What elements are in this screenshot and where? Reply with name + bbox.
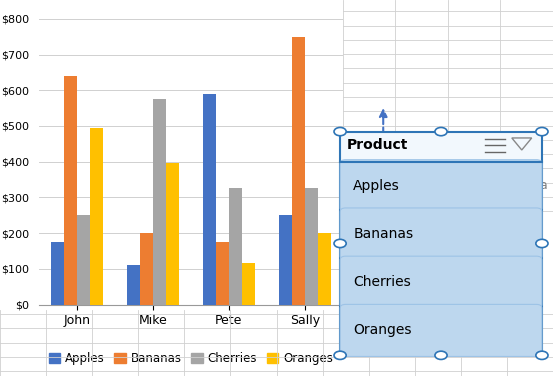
Bar	[153, 99, 166, 305]
Bar	[140, 233, 153, 305]
Legend: Apples, Bananas, Cherries, Oranges: Apples, Bananas, Cherries, Oranges	[44, 347, 338, 370]
Bar	[305, 188, 318, 305]
Bar	[229, 188, 242, 305]
Bar	[203, 94, 216, 305]
Text: Bananas: Bananas	[353, 227, 414, 241]
Text: Apples: Apples	[353, 179, 400, 193]
Bar	[77, 215, 90, 305]
Text: ✛: ✛	[435, 138, 447, 153]
Bar	[216, 242, 229, 305]
Bar	[242, 264, 255, 305]
Bar	[51, 242, 64, 305]
Bar	[64, 76, 77, 305]
Text: Product: Product	[347, 138, 408, 153]
Text: Oranges: Oranges	[353, 323, 412, 337]
Bar	[318, 233, 331, 305]
Bar	[127, 265, 140, 305]
Text: Drag Slicer box
to the chart area: Drag Slicer box to the chart area	[442, 160, 548, 192]
Bar	[166, 164, 179, 305]
Bar	[279, 215, 292, 305]
Bar	[292, 36, 305, 305]
Bar	[90, 128, 103, 305]
Text: Cherries: Cherries	[353, 275, 411, 289]
